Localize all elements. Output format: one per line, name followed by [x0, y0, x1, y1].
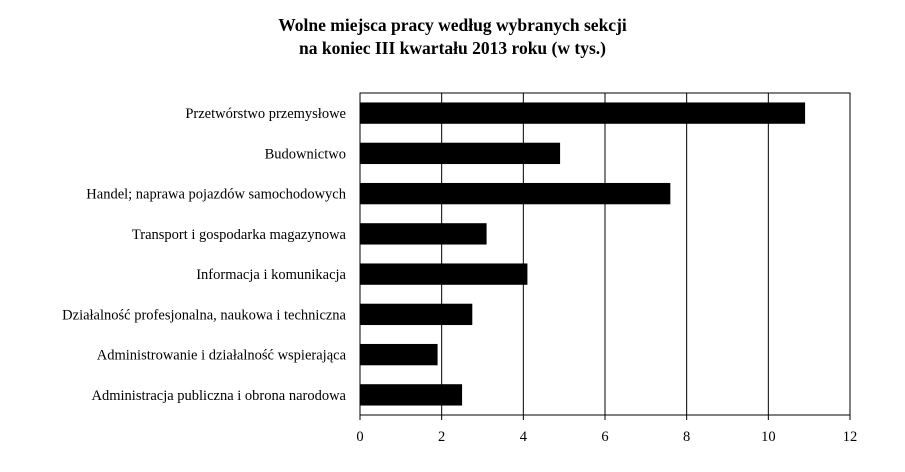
x-tick-label: 12	[843, 429, 858, 445]
bar	[360, 303, 473, 326]
category-label: Informacja i komunikacja	[196, 267, 346, 283]
x-tick-label: 4	[520, 429, 528, 445]
bar	[360, 343, 438, 366]
bar	[360, 263, 528, 285]
x-tick-label: 10	[761, 429, 776, 445]
chart-title-line-1: Wolne miejsca pracy według wybranych sek…	[278, 15, 627, 35]
category-label: Transport i gospodarka magazynowa	[132, 227, 347, 243]
category-label: Przetwórstwo przemysłowe	[185, 106, 346, 122]
category-label: Budownictwo	[265, 146, 346, 162]
category-label: Handel; naprawa pojazdów samochodowych	[86, 187, 346, 203]
category-label: Administrowanie i działalność wspierając…	[97, 348, 347, 364]
x-tick-label: 2	[438, 429, 445, 445]
x-tick-label: 0	[356, 429, 363, 445]
chart-title-line-2: na koniec III kwartału 2013 roku (w tys.…	[299, 38, 606, 58]
x-tick-label: 6	[601, 429, 608, 445]
gridlines	[441, 93, 769, 415]
bar	[360, 182, 671, 205]
category-label: Administracja publiczna i obrona narodow…	[92, 388, 347, 404]
category-label: Działalność profesjonalna, naukowa i tec…	[62, 307, 346, 323]
bar	[360, 102, 806, 124]
bar	[360, 223, 487, 245]
bar	[360, 142, 561, 165]
x-axis: 0 2 4 6 8 10 12	[356, 415, 857, 445]
bar	[360, 384, 463, 406]
x-tick-label: 8	[683, 429, 690, 445]
bars	[360, 102, 806, 406]
category-labels: Przetwórstwo przemysłowe Budownictwo Hande…	[62, 106, 347, 404]
chart-title: Wolne miejsca pracy według wybranych sek…	[0, 14, 905, 60]
